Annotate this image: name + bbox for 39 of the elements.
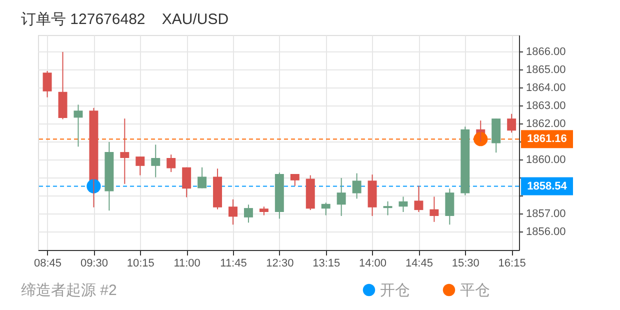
- candlestick: [352, 172, 362, 200]
- y-tick-label: 1866.00: [526, 46, 566, 58]
- candlestick: [414, 185, 424, 213]
- candlestick: [42, 70, 52, 98]
- x-tick-label: 13:15: [312, 258, 340, 270]
- text: 缔造者起源 #2: [21, 282, 117, 299]
- candlestick: [136, 156, 145, 176]
- y-tick-label: 1864.00: [526, 82, 566, 94]
- candlestick: [213, 168, 222, 210]
- x-tick-label: 11:00: [174, 258, 200, 270]
- candlestick: [104, 141, 114, 212]
- candlestick: [244, 204, 253, 224]
- candlestick: [120, 118, 130, 184]
- ref-line-label: 1858.54: [527, 180, 568, 192]
- x-tick-label: 09:30: [80, 258, 108, 270]
- candlestick: [290, 174, 300, 186]
- candlestick: [445, 188, 454, 226]
- x-tick-label: 16:15: [498, 258, 526, 270]
- candlestick: [383, 200, 392, 216]
- x-tick-label: 11:45: [220, 258, 247, 270]
- x-tick-label: 15:30: [452, 258, 480, 270]
- chart-title: 订单号 127676482 XAU/USD: [21, 11, 229, 28]
- candlestick: [151, 144, 160, 178]
- x-tick-label: 10:15: [126, 258, 154, 270]
- y-tick-label: 1863.00: [526, 100, 566, 112]
- x-tick-label: 08:45: [34, 258, 62, 270]
- ref-line-label: 1861.16: [527, 133, 567, 146]
- legend-label: 平仓: [460, 282, 490, 299]
- candlestick: [368, 174, 377, 216]
- x-tick-label: 14:45: [405, 258, 433, 270]
- y-tick-label: 1860.00: [526, 154, 566, 166]
- y-tick-label: 1857.00: [526, 208, 566, 220]
- x-tick-label: 14:00: [359, 258, 387, 270]
- y-tick-label: 1862.00: [526, 118, 566, 130]
- x-tick-label: 12:30: [266, 258, 294, 270]
- candlestick: [259, 206, 268, 216]
- y-tick-label: 1865.00: [526, 64, 566, 76]
- legend-label: 开仓: [380, 282, 410, 299]
- y-tick-label: 1856.00: [526, 226, 566, 238]
